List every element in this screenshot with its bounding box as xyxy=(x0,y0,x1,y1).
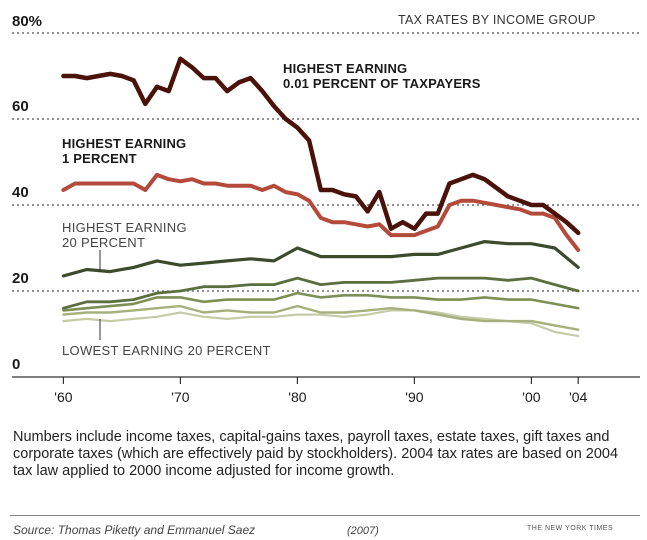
series-line-6 xyxy=(62,309,580,338)
annotation-top-20-line-1: HIGHEST EARNING xyxy=(62,220,187,235)
source-year: (2007) xyxy=(347,525,379,537)
x-tick-label: '04 xyxy=(569,389,587,405)
chart-title: TAX RATES BY INCOME GROUP xyxy=(398,13,596,27)
series-line-3 xyxy=(62,276,580,310)
y-tick-label: 20 xyxy=(12,270,29,287)
annotation-lowest-20: LOWEST EARNING 20 PERCENT xyxy=(62,343,271,358)
x-tick-label: '00 xyxy=(522,389,540,405)
y-axis-ticks: 80% 60 40 20 0 xyxy=(12,13,42,373)
tax-rates-line-chart: 80% 60 40 20 0 '60 '70 '80 '90 '00 '04 TAX RATES … xyxy=(12,13,640,405)
annotation-top-001-line-2: 0.01 PERCENT OF TAXPAYERS xyxy=(283,76,481,91)
chart-footnote: Numbers include income taxes, capital-ga… xyxy=(13,429,619,479)
y-tick-label: 80% xyxy=(12,13,42,30)
series-line-5 xyxy=(62,304,580,331)
series-line-0 xyxy=(61,56,581,236)
annotation-top-1-line-2: 1 PERCENT xyxy=(62,151,137,166)
series-line-2 xyxy=(61,240,580,278)
source-credit: Source: Thomas Piketty and Emmanuel Saez xyxy=(13,523,256,537)
x-tick-label: '70 xyxy=(171,389,189,405)
y-tick-label: 40 xyxy=(12,184,29,201)
footer-rule xyxy=(10,515,640,516)
x-axis-ticks: '60 '70 '80 '90 '00 '04 xyxy=(54,377,588,405)
series-lines xyxy=(61,56,581,338)
y-tick-label: 60 xyxy=(12,98,29,115)
annotation-top-20-line-2: 20 PERCENT xyxy=(62,235,145,250)
x-tick-label: '80 xyxy=(288,389,306,405)
x-tick-label: '90 xyxy=(405,389,423,405)
x-tick-label: '60 xyxy=(54,389,72,405)
series-line-4 xyxy=(62,291,580,312)
series-line-1 xyxy=(61,172,581,253)
publication-credit: THE NEW YORK TIMES xyxy=(527,525,614,532)
annotation-top-001-line-1: HIGHEST EARNING xyxy=(283,61,407,76)
annotation-top-1-line-1: HIGHEST EARNING xyxy=(62,136,186,151)
y-tick-label: 0 xyxy=(12,356,20,373)
